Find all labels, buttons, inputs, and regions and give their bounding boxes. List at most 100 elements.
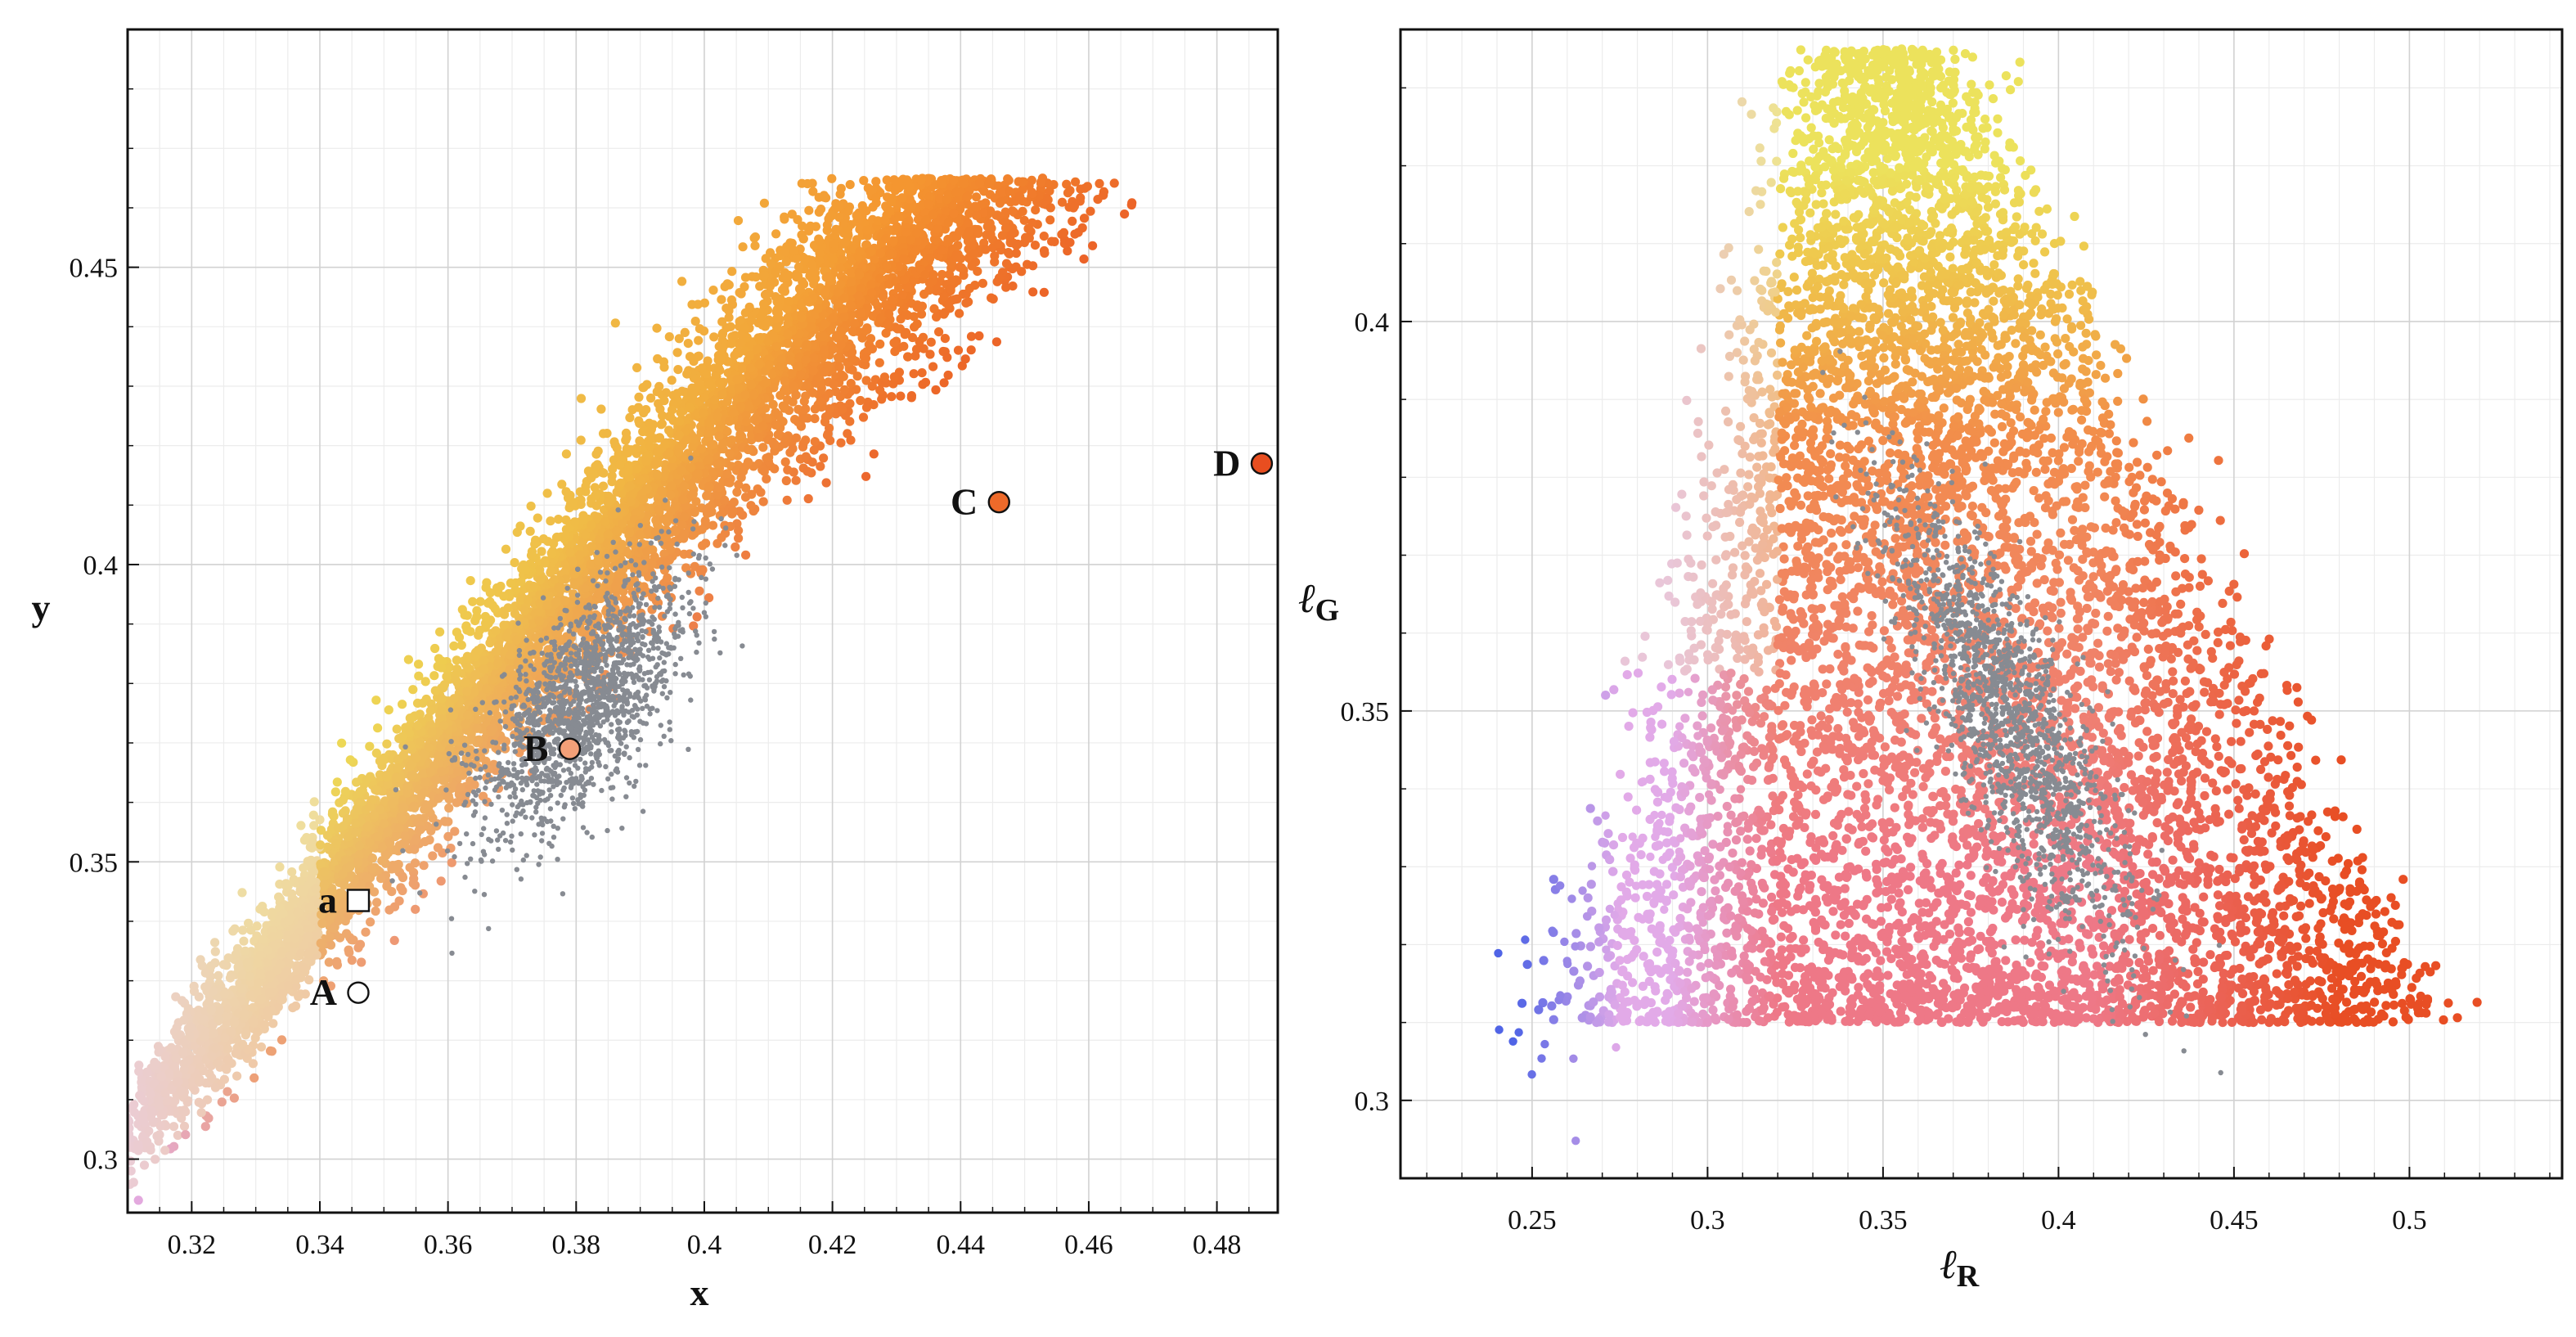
data-point — [939, 378, 949, 388]
data-point — [781, 272, 792, 282]
data-point — [429, 671, 439, 681]
data-point — [308, 810, 318, 820]
data-point — [762, 289, 771, 299]
data-point — [734, 525, 744, 536]
data-point — [694, 335, 704, 345]
data-point — [515, 521, 525, 531]
data-point — [597, 467, 607, 478]
data-point — [1018, 206, 1027, 216]
data-point — [859, 176, 869, 186]
data-point — [414, 659, 424, 669]
data-point — [667, 376, 677, 385]
data-point — [769, 331, 779, 341]
data-point — [657, 419, 668, 429]
data-point — [610, 318, 620, 328]
data-point — [1012, 241, 1022, 250]
data-point — [690, 507, 699, 517]
data-point — [231, 1048, 241, 1058]
data-point — [587, 520, 596, 530]
data-point — [420, 804, 429, 814]
data-point — [474, 735, 483, 745]
data-point — [399, 839, 409, 849]
data-point — [825, 404, 834, 414]
data-point — [83, 1218, 92, 1227]
data-point — [181, 1130, 191, 1140]
data-point — [941, 206, 951, 216]
data-point — [1019, 215, 1029, 225]
data-point — [878, 289, 888, 299]
data-point — [758, 497, 768, 506]
data-point — [452, 655, 461, 665]
data-point — [1079, 254, 1089, 264]
data-point — [780, 212, 789, 222]
data-point — [1008, 281, 1018, 291]
data-point — [425, 706, 435, 716]
data-point — [510, 558, 519, 568]
data-point — [210, 1083, 221, 1092]
data-point — [290, 1001, 301, 1011]
data-point — [117, 1153, 126, 1162]
data-point — [847, 365, 857, 375]
data-point — [816, 205, 826, 214]
data-point — [887, 392, 897, 402]
data-point — [501, 544, 511, 554]
data-point — [587, 567, 598, 577]
data-point — [732, 487, 742, 497]
data-point — [474, 625, 485, 635]
data-point — [420, 677, 430, 687]
data-point — [554, 515, 564, 524]
data-point — [84, 1234, 93, 1243]
data-point — [418, 698, 428, 708]
data-point — [722, 469, 732, 479]
data-point — [783, 339, 793, 349]
data-point — [756, 488, 766, 497]
data-point — [846, 268, 856, 278]
data-point — [724, 313, 734, 322]
data-point — [179, 1015, 189, 1025]
data-point — [803, 493, 813, 504]
data-point — [90, 1176, 99, 1185]
data-point — [239, 936, 249, 946]
data-point — [493, 641, 504, 650]
data-point — [1040, 248, 1050, 258]
data-point — [1039, 287, 1049, 297]
data-point — [847, 326, 857, 336]
data-point — [702, 491, 712, 501]
data-point — [1095, 178, 1104, 188]
data-point — [299, 835, 309, 845]
data-point — [639, 562, 649, 572]
data-point — [892, 178, 901, 188]
data-point — [676, 407, 686, 417]
data-point — [918, 332, 928, 342]
data-point — [683, 339, 693, 349]
data-point — [1003, 248, 1014, 258]
data-point — [939, 291, 949, 301]
data-point — [256, 1042, 267, 1052]
data-point — [771, 229, 781, 239]
data-point — [929, 304, 939, 313]
data-point — [287, 867, 297, 877]
data-point — [309, 797, 319, 807]
data-point — [801, 452, 811, 461]
data-point — [296, 948, 306, 958]
data-point — [392, 724, 402, 734]
data-point — [725, 448, 735, 458]
data-point — [241, 1029, 251, 1038]
left-point-cloud — [83, 173, 1137, 1243]
data-point — [106, 1191, 115, 1200]
data-point — [642, 380, 652, 389]
data-point — [654, 381, 664, 391]
data-point — [1082, 182, 1092, 191]
data-point — [704, 593, 714, 603]
data-point — [861, 471, 871, 481]
data-point — [196, 1108, 206, 1118]
data-point — [856, 395, 865, 406]
data-point — [92, 1188, 101, 1197]
data-point — [802, 380, 811, 390]
left-scatter-panel: 0.32 0.34 0.36 0.38 0.4 0.42 0.44 0.46 0.480.30.… — [32, 28, 1279, 1313]
data-point — [654, 398, 663, 408]
data-point — [727, 267, 737, 277]
data-point — [1076, 193, 1086, 203]
data-point — [133, 1195, 143, 1205]
